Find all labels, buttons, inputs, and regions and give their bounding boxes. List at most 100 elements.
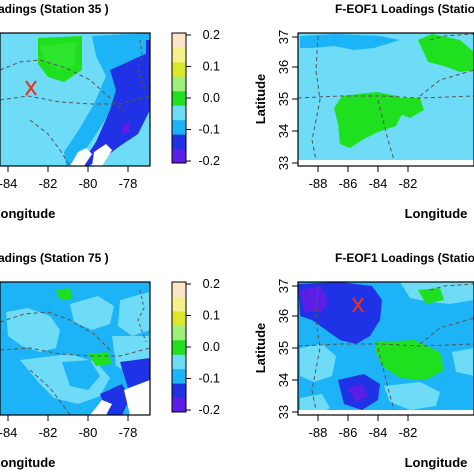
x-tick-label: -88 — [309, 425, 328, 440]
plot-frame — [0, 32, 151, 167]
y-axis-ticks: 37 36 35 34 33 — [276, 279, 298, 419]
heatmap-region-negative — [120, 358, 150, 388]
colorbar: 0.2 0.1 0.0 -0.1 -0.2 — [171, 277, 220, 417]
heatmap-region-negative — [146, 40, 150, 60]
colorbar-tick-label: 0.0 — [203, 91, 220, 105]
colorbar-level — [172, 325, 186, 341]
colorbar-level — [172, 368, 186, 384]
x-axis-label: Longitude — [0, 455, 55, 470]
heatmap-region-negative — [300, 34, 400, 50]
marker-x-stroke — [25, 80, 37, 96]
colorbar-level — [172, 339, 186, 355]
x-tick-label: -82 — [39, 425, 58, 440]
heatmap-field — [298, 282, 474, 415]
y-tick-label: 35 — [276, 92, 291, 106]
colorbar-level — [172, 282, 186, 297]
panel-title: F-EOF1 Loadings (Station 35 ) — [335, 2, 474, 16]
colorbar-tick-label: -0.1 — [198, 123, 220, 137]
x-tick-label: -78 — [119, 176, 138, 191]
heatmap-field — [298, 33, 474, 166]
state-boundary-line — [0, 311, 111, 351]
heatmap-region — [452, 348, 474, 376]
heatmap-field — [0, 33, 150, 166]
x-tick-label: -80 — [79, 425, 98, 440]
x-axis-label: Longitude — [405, 206, 468, 221]
marker-x-stroke — [352, 297, 364, 313]
panel-title: adings (Station 35 ) — [0, 2, 109, 16]
x-tick-label: -78 — [119, 425, 138, 440]
x-tick-label: -84 — [369, 425, 388, 440]
heatmap-region-positive — [334, 92, 404, 148]
panel-station-75-right: F-EOF1 Loadings (Station 75 ) — [253, 251, 474, 470]
state-boundary-line — [29, 119, 71, 166]
colorbar-level — [172, 397, 186, 413]
colorbar-level — [172, 119, 186, 135]
colorbar-level — [172, 76, 186, 92]
station-marker — [352, 297, 364, 313]
x-tick-label: -80 — [79, 176, 98, 191]
coastline — [137, 289, 147, 343]
x-tick-label: -82 — [399, 176, 418, 191]
state-boundary-line — [29, 369, 71, 415]
x-tick-label: -86 — [339, 176, 358, 191]
colorbar: 0.2 0.1 0.0 -0.1 -0.2 — [171, 28, 220, 168]
x-tick-label: -84 — [0, 176, 17, 191]
state-boundary-line — [0, 59, 125, 113]
colorbar-level — [172, 33, 186, 48]
heatmap-region — [0, 282, 70, 312]
coastline — [137, 39, 147, 93]
heatmap-region-positive — [418, 288, 444, 304]
heatmap-region-positive — [418, 34, 474, 72]
y-tick-label: 34 — [276, 373, 291, 387]
colorbar-tick-label: -0.2 — [198, 154, 220, 168]
masked-area — [124, 380, 150, 415]
panel-station-35-left: adings (Station 35 ) -84 -82 -80 -78 Longit… — [0, 2, 220, 221]
state-boundary-line — [311, 285, 321, 411]
x-tick-label: -88 — [309, 176, 328, 191]
state-boundary-line — [419, 317, 474, 345]
masked-area — [298, 410, 474, 415]
masked-area — [92, 144, 112, 166]
colorbar-level — [172, 47, 186, 63]
x-tick-label: -86 — [339, 425, 358, 440]
colorbar-level — [172, 296, 186, 312]
y-tick-label: 36 — [276, 309, 291, 323]
state-boundary-line — [429, 283, 474, 291]
x-axis-label: Longitude — [405, 455, 468, 470]
x-axis-ticks: -88 -86 -84 -82 — [309, 415, 417, 440]
panel-station-75-left: adings (Station 75 ) -84 -82 -80 -78 Longit… — [0, 251, 220, 470]
y-tick-label: 33 — [276, 405, 291, 419]
heatmap-region-min — [122, 122, 130, 134]
x-axis-ticks: -88 -86 -84 -82 — [309, 166, 418, 191]
masked-area — [70, 148, 92, 166]
heatmap-region — [62, 360, 100, 390]
colorbar-level — [172, 134, 186, 150]
y-tick-label: 35 — [276, 341, 291, 355]
heatmap-region — [70, 296, 114, 330]
heatmap-region-negative — [80, 52, 150, 166]
y-axis-ticks: 37 36 35 34 33 — [276, 30, 298, 170]
x-axis-ticks: -84 -82 -80 -78 — [0, 166, 137, 191]
y-tick-label: 37 — [276, 30, 291, 44]
heatmap-region — [300, 344, 336, 382]
colorbar-level — [172, 61, 186, 77]
y-axis-label: Latitude — [253, 323, 268, 374]
plot-frame — [0, 281, 151, 416]
colorbar-level — [172, 90, 186, 106]
colorbar-level — [172, 310, 186, 326]
state-boundary-line — [298, 95, 474, 99]
colorbar-tick-label: -0.2 — [198, 403, 220, 417]
heatmap-region-min — [348, 384, 368, 402]
colorbar-level — [172, 148, 186, 164]
x-axis-ticks: -84 -82 -80 -78 — [0, 415, 137, 440]
state-boundary-line — [419, 69, 474, 97]
x-tick-label: -84 — [369, 176, 388, 191]
colorbar-tick-label: 0.2 — [203, 277, 220, 291]
panel-station-35-right: F-EOF1 Loadings (Station 35 ) 37 36 35 34 33… — [253, 2, 474, 221]
state-boundary-line — [377, 347, 395, 411]
x-tick-label: -84 — [0, 425, 17, 440]
station-marker — [25, 80, 37, 96]
heatmap-region-positive — [376, 340, 444, 380]
colorbar-tick-label: 0.1 — [203, 60, 220, 74]
